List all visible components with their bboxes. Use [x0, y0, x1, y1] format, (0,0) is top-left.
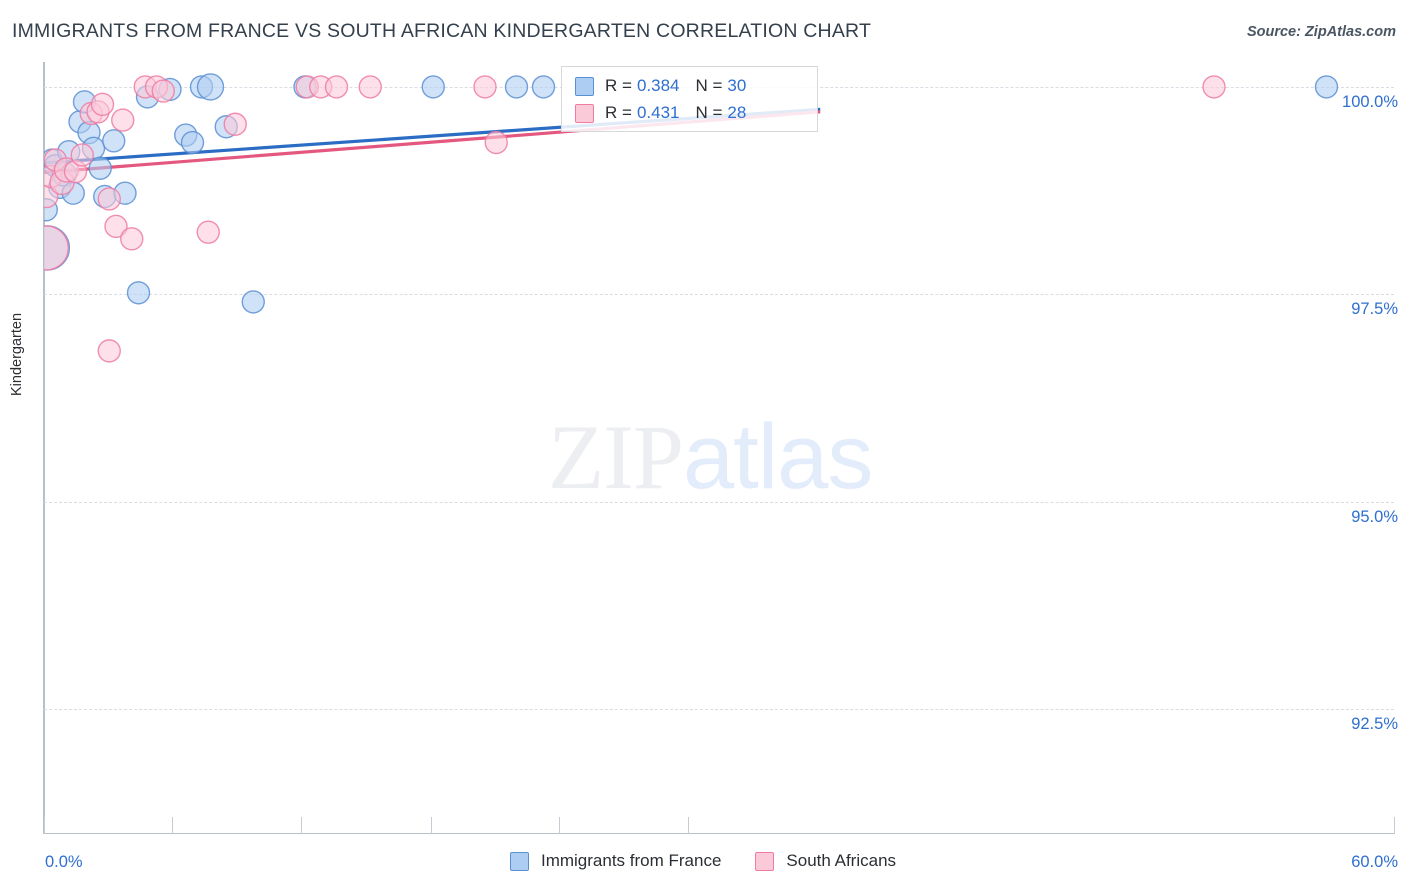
data-point[interactable]	[421, 75, 445, 99]
x-axis-min-label: 0.0%	[45, 853, 83, 871]
data-point[interactable]	[1202, 75, 1226, 99]
data-point[interactable]	[324, 75, 349, 99]
y-axis-line	[43, 62, 45, 834]
stats-r-key-south-africans: R =	[605, 103, 632, 122]
data-point[interactable]	[473, 75, 497, 99]
data-point[interactable]	[223, 112, 247, 136]
stats-n-value-south-africans: 28	[727, 103, 747, 122]
stats-r-key-france: R =	[605, 76, 632, 95]
y-axis-tick-label: 97.5%	[1351, 300, 1398, 319]
data-point[interactable]	[102, 129, 126, 153]
x-axis-tick	[687, 817, 689, 834]
x-axis-tick	[300, 817, 302, 834]
x-axis-line	[44, 833, 1394, 834]
data-point[interactable]	[180, 130, 205, 155]
gridline	[44, 501, 1394, 503]
x-axis-tick	[44, 817, 45, 834]
stats-swatch-france	[575, 76, 594, 96]
data-point[interactable]	[97, 339, 121, 363]
data-point[interactable]	[90, 92, 115, 117]
data-point[interactable]	[70, 143, 94, 167]
legend-swatch-france	[509, 851, 529, 871]
data-point[interactable]	[104, 214, 128, 239]
x-axis-tick	[431, 817, 432, 834]
legend-item-south-africans[interactable]: South Africans	[755, 851, 896, 871]
data-point[interactable]	[120, 227, 144, 251]
data-points	[44, 73, 1339, 363]
page-title: IMMIGRANTS FROM FRANCE VS SOUTH AFRICAN …	[12, 20, 872, 42]
legend-item-immigrants-from-france[interactable]: Immigrants from France	[509, 851, 722, 871]
data-point[interactable]	[1314, 75, 1339, 99]
data-point[interactable]	[88, 156, 112, 180]
plot-area	[44, 73, 1339, 363]
data-point[interactable]	[241, 290, 265, 314]
legend-label-france: Immigrants from France	[540, 851, 722, 870]
stats-row-france: R = 0.384 N = 30	[575, 73, 746, 99]
y-axis-title: Kindergarten	[9, 312, 25, 396]
y-axis-tick-label: 92.5%	[1351, 715, 1398, 734]
data-point[interactable]	[196, 73, 225, 101]
y-axis-tick-label: 100.0%	[1342, 92, 1398, 111]
gridline	[44, 294, 1394, 296]
y-axis-tick-label: 95.0%	[1351, 507, 1398, 526]
stats-swatch-south-africans	[575, 103, 594, 123]
x-axis-tick	[172, 817, 174, 834]
series-legend: Immigrants from France South Africans	[0, 851, 1406, 871]
stats-n-key-south-africans: N =	[695, 103, 723, 122]
stats-row-south-africans: R = 0.431 N = 28	[575, 100, 746, 126]
legend-swatch-south-africans	[755, 851, 775, 871]
source-attribution: Source: ZipAtlas.com	[1246, 24, 1396, 40]
data-point[interactable]	[196, 220, 220, 244]
gridline	[44, 709, 1394, 711]
x-axis-tick	[559, 817, 561, 834]
stats-n-key-france: N =	[695, 76, 723, 95]
data-point[interactable]	[151, 79, 175, 103]
stats-r-value-south-africans: 0.431	[636, 103, 680, 122]
stats-r-value-france: 0.384	[636, 76, 680, 95]
data-point[interactable]	[531, 75, 556, 99]
data-point[interactable]	[358, 75, 382, 99]
x-axis-max-label: 60.0%	[1351, 853, 1398, 871]
correlation-stats-legend: R = 0.384 N = 30 R = 0.431 N = 28	[561, 66, 818, 132]
legend-label-south-africans: South Africans	[786, 851, 897, 870]
data-point[interactable]	[97, 187, 121, 211]
data-point[interactable]	[484, 130, 508, 155]
stats-n-value-france: 30	[727, 76, 747, 95]
data-point[interactable]	[504, 75, 529, 99]
data-point[interactable]	[126, 281, 151, 305]
x-axis-tick	[1394, 817, 1395, 834]
data-point[interactable]	[111, 108, 135, 132]
data-point[interactable]	[44, 225, 69, 271]
